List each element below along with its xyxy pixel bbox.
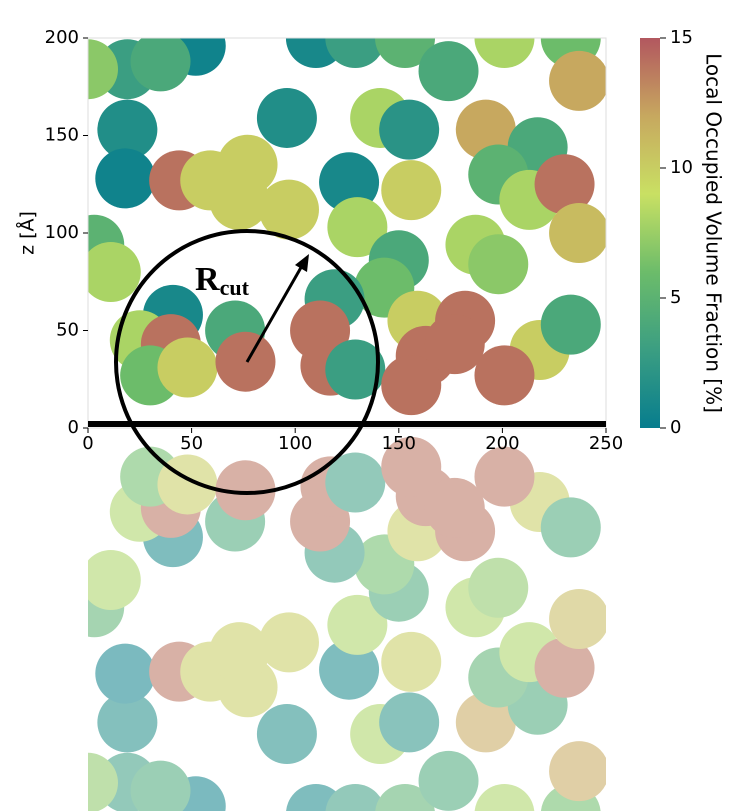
particle — [474, 38, 535, 68]
y-tick-label: 100 — [45, 222, 79, 243]
x-tick-label: 0 — [82, 433, 93, 454]
mirror-particle — [379, 692, 440, 753]
particle — [540, 294, 601, 355]
mirror-particle — [97, 692, 158, 753]
particle — [88, 242, 141, 302]
mirror-particle — [474, 784, 535, 811]
particle — [327, 197, 388, 258]
particle — [549, 203, 606, 263]
particle — [256, 87, 317, 148]
particle — [319, 152, 380, 213]
mirror-area — [88, 436, 606, 811]
mirror-particle — [468, 557, 529, 618]
y-tick-label: 0 — [68, 417, 79, 438]
mirror-particle — [381, 631, 442, 692]
annotation-sub: cut — [220, 275, 250, 300]
mirror-particle — [319, 639, 380, 700]
particle — [325, 339, 386, 400]
particle — [534, 154, 595, 215]
colorbar-label: Local Occupied Volume Fraction [%] — [702, 53, 726, 413]
y-tick-label: 50 — [56, 320, 79, 341]
arrow — [245, 263, 305, 363]
particle — [215, 331, 276, 392]
particle — [549, 50, 606, 111]
particle — [381, 160, 442, 221]
cutoff-circle — [114, 229, 380, 495]
mirror-particle — [375, 784, 435, 811]
mirror-particle — [381, 436, 442, 497]
plot-area — [88, 38, 606, 416]
annotation: Rcut — [195, 261, 250, 300]
colorbar-tick-label: 5 — [670, 287, 681, 308]
y-axis-label: z [Å] — [16, 211, 39, 255]
x-tick-label: 200 — [485, 433, 519, 454]
y-tick-label: 200 — [45, 27, 79, 48]
particle — [97, 99, 158, 160]
x-tick-label: 50 — [180, 433, 203, 454]
arrow-head — [295, 254, 309, 272]
mirror-particle — [474, 446, 535, 507]
mirror-particle — [325, 452, 386, 513]
colorbar-tick-label: 10 — [670, 157, 693, 178]
colorbar — [640, 38, 660, 428]
y-tick-label: 150 — [45, 125, 79, 146]
particle — [474, 345, 535, 406]
particle — [381, 355, 442, 416]
particle — [379, 99, 440, 160]
x-tick-label: 150 — [382, 433, 416, 454]
mirror-particle — [130, 760, 191, 811]
particle — [418, 41, 479, 102]
mirror-particle — [540, 497, 601, 558]
particle — [88, 39, 118, 100]
mirror-particle — [327, 594, 388, 655]
mirror-particle — [258, 612, 319, 673]
annotation-main: R — [195, 261, 220, 298]
particle — [157, 337, 218, 398]
mirror-particle — [88, 752, 118, 811]
particle — [468, 234, 529, 295]
mirror-particle — [549, 741, 606, 802]
mirror-particle — [209, 622, 270, 683]
particle — [375, 38, 436, 68]
particle — [130, 38, 191, 92]
colorbar-tick-label: 15 — [670, 27, 693, 48]
particle — [258, 179, 319, 240]
mirror-particle — [256, 704, 317, 765]
particle — [209, 169, 270, 230]
mirror-particle — [215, 460, 276, 521]
mirror-particle — [88, 550, 141, 610]
particle — [424, 314, 485, 375]
x-tick-label: 250 — [589, 433, 623, 454]
particle — [95, 148, 156, 209]
colorbar-tick-label: 0 — [670, 417, 681, 438]
mirror-particle — [549, 589, 606, 649]
mirror-particle — [95, 643, 156, 704]
x-tick-label: 100 — [278, 433, 312, 454]
mirror-particle — [424, 477, 485, 538]
mirror-particle — [325, 784, 386, 811]
mirror-particle — [418, 750, 479, 811]
particle — [325, 38, 386, 68]
mirror-particle — [534, 637, 595, 698]
